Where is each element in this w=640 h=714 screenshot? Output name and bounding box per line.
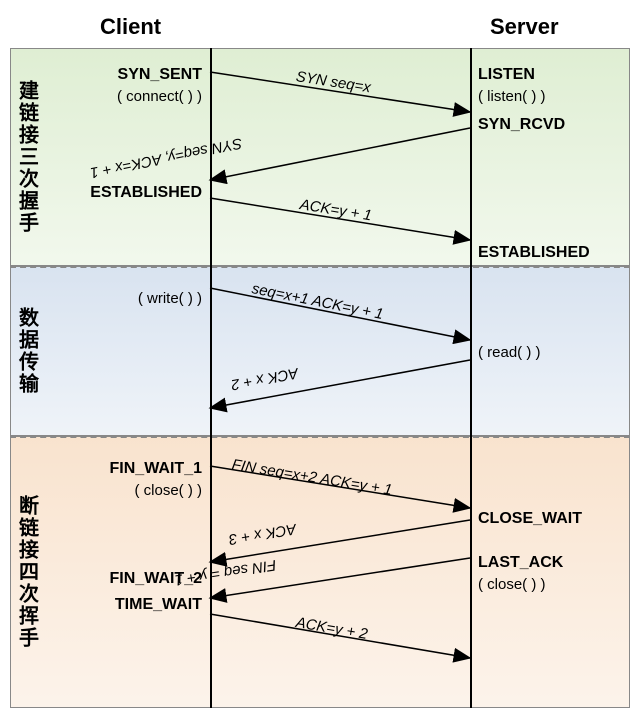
section-label: 建链接三次握手 <box>9 49 45 265</box>
server-lifeline <box>470 48 472 708</box>
state-label: ESTABLISHED <box>478 244 590 262</box>
state-label: SYN_SENT <box>118 66 202 84</box>
state-label: LAST_ACK <box>478 554 563 572</box>
state-label: CLOSE_WAIT <box>478 510 582 528</box>
section-label: 断链接四次挥手 <box>9 437 45 707</box>
tcp-sequence-diagram: Client Server 建链接三次握手数据传输断链接四次挥手 SYN_SEN… <box>0 0 640 714</box>
header: Client Server <box>0 0 640 48</box>
fn-label: ( read( ) ) <box>478 344 541 361</box>
fn-label: ( close( ) ) <box>135 482 203 499</box>
state-label: LISTEN <box>478 66 535 84</box>
section-divider <box>10 266 630 268</box>
section-divider <box>10 436 630 438</box>
header-client: Client <box>100 14 161 40</box>
state-label: FIN_WAIT_1 <box>110 460 202 478</box>
fn-label: ( connect( ) ) <box>117 88 202 105</box>
state-label: TIME_WAIT <box>115 596 202 614</box>
fn-label: ( write( ) ) <box>138 290 202 307</box>
fn-label: ( listen( ) ) <box>478 88 546 105</box>
section-label: 数据传输 <box>9 267 45 435</box>
header-server: Server <box>490 14 559 40</box>
state-label: SYN_RCVD <box>478 116 565 134</box>
fn-label: ( close( ) ) <box>478 576 546 593</box>
state-label: ESTABLISHED <box>90 184 202 202</box>
